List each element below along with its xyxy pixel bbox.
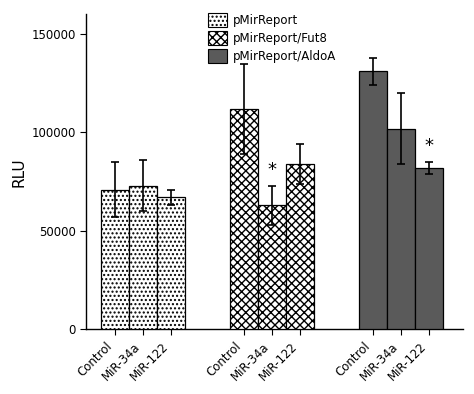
Y-axis label: RLU: RLU — [11, 157, 26, 187]
Bar — [415, 168, 443, 329]
Bar — [359, 71, 387, 329]
Bar — [286, 164, 314, 329]
Bar — [128, 186, 157, 329]
Legend: pMirReport, pMirReport/Fut8, pMirReport/AldoA: pMirReport, pMirReport/Fut8, pMirReport/… — [205, 11, 338, 65]
Bar — [100, 190, 128, 329]
Bar — [230, 109, 258, 329]
Text: *: * — [267, 161, 276, 179]
Bar — [258, 205, 286, 329]
Bar — [157, 197, 185, 329]
Text: *: * — [425, 137, 434, 155]
Bar — [387, 128, 415, 329]
